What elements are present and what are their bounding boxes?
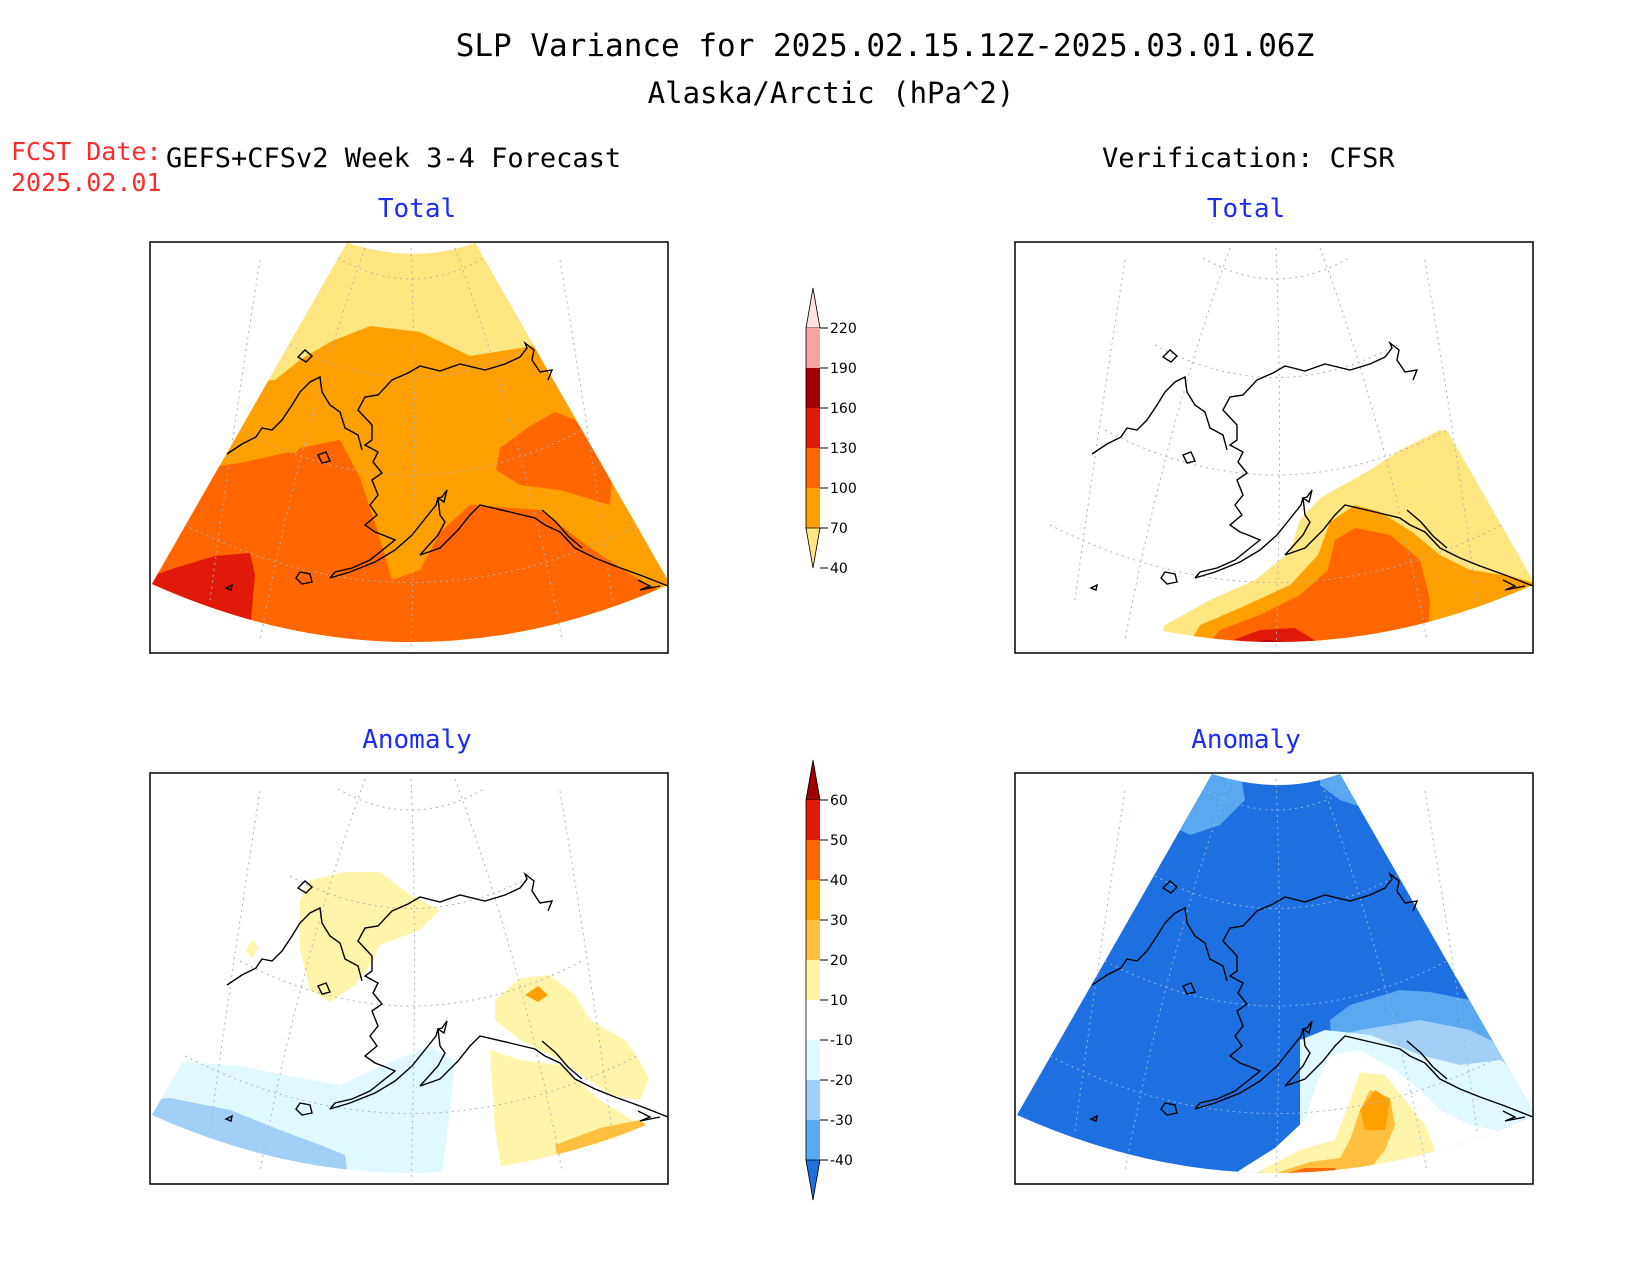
map-verification-anomaly (1014, 772, 1534, 1185)
colorbar-total-segment (806, 328, 820, 368)
frame-forecast-total (149, 241, 669, 654)
frame-verification-total (1014, 241, 1534, 654)
colorbar-anomaly-segment (806, 880, 820, 920)
colorbar-total-tick-label: 100 (830, 481, 857, 497)
map-forecast-anomaly (149, 772, 669, 1185)
colorbar-anomaly-segment (806, 920, 820, 960)
frame-verification-anomaly (1014, 772, 1534, 1185)
colorbar-total-tick-label: 190 (830, 361, 857, 377)
colorbar-total-segment (806, 488, 820, 528)
panel-title-verification-total: Total (1206, 194, 1286, 224)
verification-header: Verification: CFSR (1102, 143, 1395, 174)
colorbar-total-tick-label: 220 (830, 321, 857, 337)
colorbar-total-segment (806, 408, 820, 448)
colorbar-total-segment (806, 368, 820, 408)
colorbar-total-segment (806, 448, 820, 488)
colorbar-anomaly-segment (806, 800, 820, 840)
colorbar-anomaly: 60 50 40 30 20 10 -10 -20 -30 -40 (805, 759, 853, 1201)
panel-title-verification-anomaly: Anomaly (1191, 725, 1301, 755)
colorbar-anomaly-segment (806, 1080, 820, 1120)
panel-title-forecast-total: Total (377, 194, 457, 224)
colorbar-anomaly-tick-label: 10 (830, 993, 848, 1009)
colorbar-anomaly-segment (806, 1040, 820, 1080)
colorbar-anomaly-segment (806, 840, 820, 880)
colorbar-anomaly-bottom-arrow (805, 1159, 821, 1201)
colorbar-anomaly-tick-label: -20 (830, 1073, 853, 1089)
fcst-date-label: FCST Date: (11, 137, 162, 166)
colorbar-anomaly-top-arrow (805, 759, 821, 801)
colorbar-anomaly-tick-label: 20 (830, 953, 848, 969)
fcst-date-value: 2025.02.01 (11, 168, 162, 197)
panel-title-forecast-anomaly: Anomaly (362, 725, 472, 755)
colorbar-total-bottom-arrow (805, 527, 821, 569)
subtitle: Alaska/Arctic (hPa^2) (647, 76, 1015, 110)
colorbar-anomaly-tick-label: 30 (830, 913, 848, 929)
frame-forecast-anomaly (149, 772, 669, 1185)
colorbar-total-tick-label: 40 (830, 561, 848, 577)
main-title: SLP Variance for 2025.02.15.12Z-2025.03.… (455, 28, 1315, 64)
colorbar-anomaly-tick-label: 60 (830, 793, 848, 809)
forecast-header: GEFS+CFSv2 Week 3-4 Forecast (166, 143, 622, 174)
colorbar-anomaly-tick-label: 50 (830, 833, 848, 849)
colorbar-total-tick-label: 130 (830, 441, 857, 457)
colorbar-total-tick-label: 70 (830, 521, 848, 537)
colorbar-anomaly-tick-label: 40 (830, 873, 848, 889)
colorbar-anomaly-segment (806, 960, 820, 1000)
colorbar-total-tick-label: 160 (830, 401, 857, 417)
colorbar-total: 220 190 160 130 100 70 40 (805, 287, 857, 577)
map-verification-total (1014, 241, 1534, 654)
colorbar-anomaly-tick-label: -10 (830, 1033, 853, 1049)
map-forecast-total (149, 241, 669, 654)
colorbar-total-top-arrow (805, 287, 821, 329)
colorbar-anomaly-tick-label: -30 (830, 1113, 853, 1129)
colorbar-anomaly-segment (806, 1000, 820, 1040)
colorbar-anomaly-tick-label: -40 (830, 1153, 853, 1169)
colorbar-anomaly-segment (806, 1120, 820, 1160)
